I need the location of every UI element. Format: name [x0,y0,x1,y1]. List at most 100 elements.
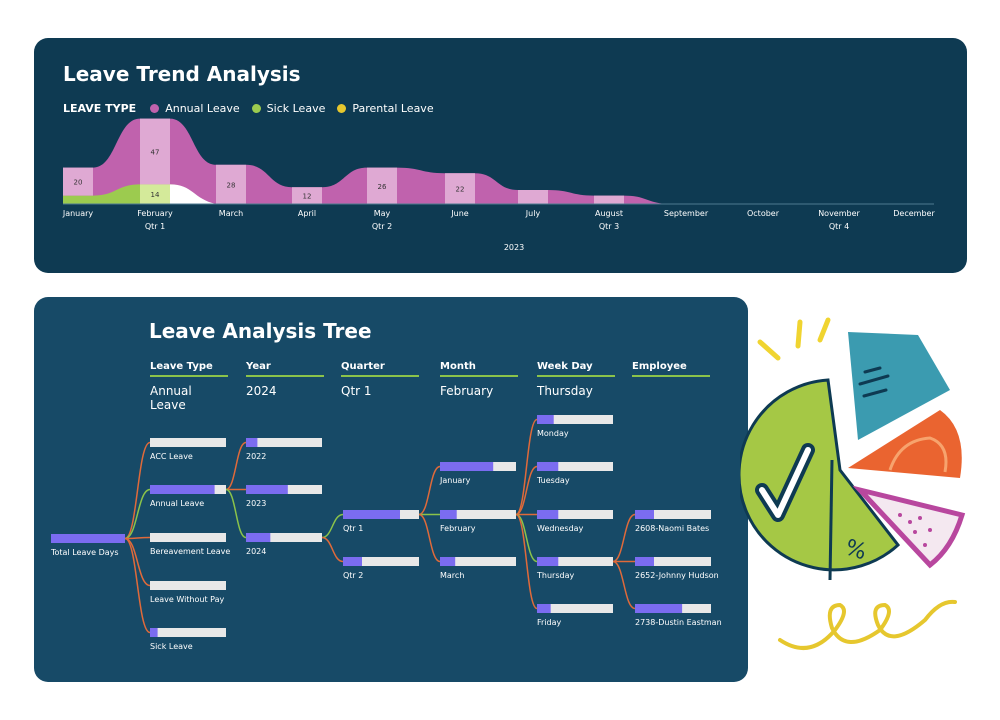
tree-level-header[interactable]: Leave Type Annual Leave [150,361,228,412]
tree-root-node[interactable]: Total Leave Days [50,534,125,557]
quarter-label: Qtr 1 [145,222,165,231]
tree-link [124,488,151,540]
bar-track [440,557,516,566]
legend-item-annual[interactable]: Annual Leave [150,102,240,115]
month-node[interactable]: March [440,557,516,580]
trend-title: Leave Trend Analysis [63,62,301,86]
tree-link [124,537,151,634]
leave-type-node[interactable]: Leave Without Pay [150,581,226,604]
data-label: 22 [456,186,465,194]
node-label: Thursday [536,571,574,580]
annual-leave-area [63,118,929,204]
quarter-node[interactable]: Qtr 2 [343,557,419,580]
level-name: Week Day [537,361,615,377]
bar-fill [246,438,258,447]
area-gap [170,184,216,204]
data-label: 14 [151,191,160,199]
tree-level-header[interactable]: Month February [440,361,518,398]
document-slice-icon [848,332,950,440]
legend-title: LEAVE TYPE [63,102,137,115]
weekday-node[interactable]: Thursday [536,557,613,580]
quarter-label: Qtr 3 [599,222,619,231]
tree-link [612,560,636,610]
tree-link [515,418,538,516]
leave-type-node[interactable]: Bereavement Leave [150,533,230,556]
data-label: 20 [74,179,83,187]
legend-item-parental[interactable]: Parental Leave [337,102,434,115]
leave-type-node[interactable]: Annual Leave [150,485,226,508]
sick-dot-icon [251,104,261,113]
trend-legend: LEAVE TYPE Annual Leave Sick Leave Paren… [63,102,446,115]
bar-fill [537,462,559,471]
node-label: 2608-Naomi Bates [635,524,709,533]
level-selection: Qtr 1 [341,384,372,398]
weekday-node[interactable]: Wednesday [537,510,613,533]
weekday-node[interactable]: Monday [537,415,613,438]
bar-fill [150,628,158,637]
tree-nodes: Total Leave Days ACC Leave Annual Leave Ber… [50,415,722,651]
quarter-node[interactable]: Qtr 1 [343,510,419,533]
level-name: Year [246,361,324,377]
bar-fill [537,415,554,424]
data-label: 47 [151,149,160,157]
bar-fill [440,510,457,519]
year-node[interactable]: 2022 [246,438,322,461]
employee-node[interactable]: 2652-Johnny Hudson [635,557,719,580]
pink-slice-icon [852,485,966,569]
data-label-block[interactable] [445,173,475,204]
weekday-node[interactable]: Tuesday [536,462,613,485]
x-tick-label: April [298,209,316,218]
legend-item-sick[interactable]: Sick Leave [251,102,325,115]
month-node[interactable]: January [439,462,516,485]
data-label-block[interactable] [216,164,246,204]
data-label-block[interactable] [367,167,397,204]
tree-level-header[interactable]: Employee [632,361,710,384]
employee-node[interactable]: 2738-Dustin Eastman [635,604,722,627]
node-label: Wednesday [537,524,584,533]
orange-slice-icon [848,410,962,478]
leave-type-node[interactable]: Sick Leave [150,628,226,651]
trend-chart: 20 47 14 28 12 26 22 January February March April M… [62,118,935,252]
tree-level-header[interactable]: Quarter Qtr 1 [341,361,419,398]
bar-track [537,462,613,471]
x-tick-label: March [219,209,243,218]
tree-level-header[interactable]: Year 2024 [246,361,324,398]
data-label-block[interactable] [140,118,170,185]
bar-fill [537,557,559,566]
quarter-label: Qtr 2 [372,222,392,231]
bar-fill [343,557,362,566]
node-label: 2652-Johnny Hudson [635,571,719,580]
data-label-block[interactable] [63,167,93,196]
parental-dot-icon [337,104,347,113]
month-node[interactable]: February [440,510,516,533]
node-label: Sick Leave [150,642,193,651]
level-selection: 2024 [246,384,277,398]
bar-track [440,510,516,519]
year-node[interactable]: 2024 [246,533,322,556]
tree-level-header[interactable]: Week Day Thursday [537,361,615,398]
year-node[interactable]: 2023 [246,485,322,508]
tree-link [124,441,151,540]
tree-title: Leave Analysis Tree [149,319,372,343]
tree-link [515,513,538,563]
bar-fill [246,533,271,542]
data-label-block[interactable] [140,184,170,204]
node-label: January [439,476,471,485]
level-name: Month [440,361,518,377]
leave-trend-panel: Leave Trend Analysis LEAVE TYPE Annual L… [34,38,967,273]
tree-link [515,513,538,610]
decomposition-tree: Total Leave Days ACC Leave Annual Leave Ber… [50,415,722,651]
node-label: Bereavement Leave [150,547,230,556]
data-label-block[interactable] [518,190,548,204]
bar-track [150,438,226,447]
data-label-block[interactable] [292,187,322,204]
leave-type-node[interactable]: ACC Leave [150,438,226,461]
employee-node[interactable]: 2608-Naomi Bates [635,510,711,533]
x-tick-label: June [450,209,469,218]
weekday-node[interactable]: Friday [537,604,613,627]
tree-link [124,537,151,587]
data-label-block[interactable] [594,195,624,204]
node-label: 2023 [246,499,266,508]
tree-link [515,465,538,516]
node-label: ACC Leave [150,452,193,461]
